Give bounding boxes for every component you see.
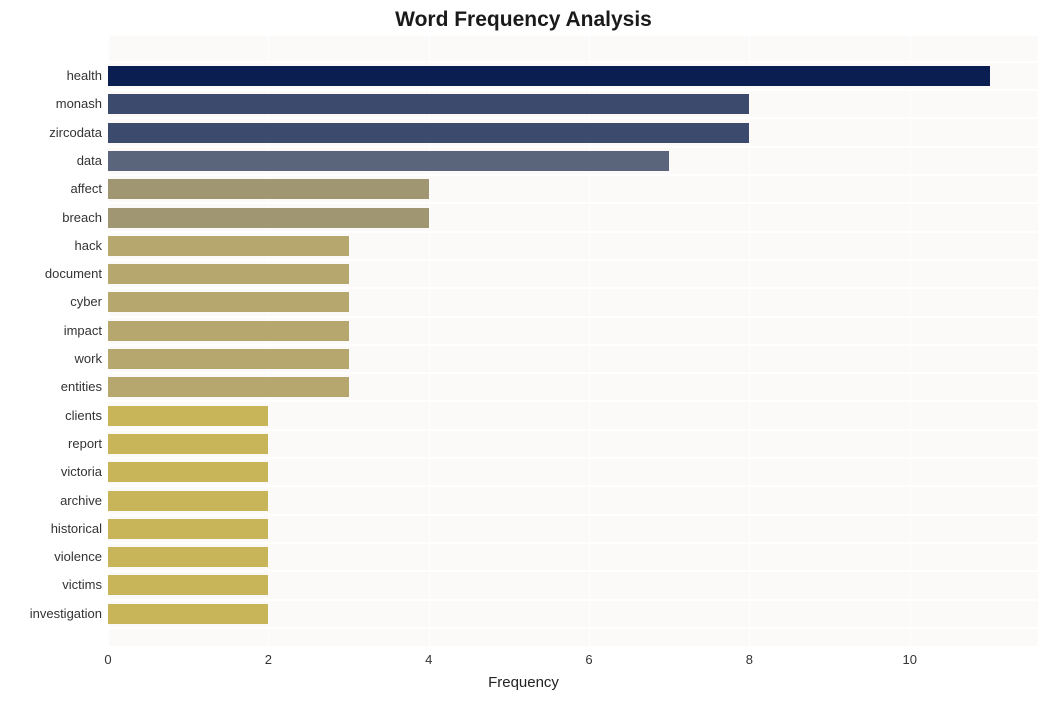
bar xyxy=(108,123,749,143)
x-tick-label: 4 xyxy=(425,646,432,667)
gridband xyxy=(108,599,1038,601)
bar xyxy=(108,66,990,86)
bar xyxy=(108,434,268,454)
plot-area: 0246810healthmonashzircodatadataaffectbr… xyxy=(108,36,1038,646)
y-tick-label: archive xyxy=(60,491,108,511)
y-tick-label: health xyxy=(67,66,108,86)
gridband xyxy=(108,146,1038,148)
y-tick-label: zircodata xyxy=(49,123,108,143)
gridband xyxy=(108,542,1038,544)
y-tick-label: monash xyxy=(56,94,108,114)
y-tick-label: document xyxy=(45,264,108,284)
gridline xyxy=(749,36,750,646)
gridband xyxy=(108,174,1038,176)
word-frequency-chart: Word Frequency Analysis 0246810healthmon… xyxy=(0,0,1047,701)
gridband xyxy=(108,61,1038,63)
gridband xyxy=(108,287,1038,289)
bar xyxy=(108,321,349,341)
x-tick-label: 6 xyxy=(585,646,592,667)
y-tick-label: cyber xyxy=(70,292,108,312)
y-tick-label: data xyxy=(77,151,108,171)
y-tick-label: work xyxy=(75,349,108,369)
bar xyxy=(108,462,268,482)
bar xyxy=(108,547,268,567)
y-tick-label: hack xyxy=(75,236,108,256)
bar xyxy=(108,236,349,256)
x-axis-label: Frequency xyxy=(0,674,1047,691)
bar xyxy=(108,151,669,171)
chart-title: Word Frequency Analysis xyxy=(0,8,1047,32)
gridband xyxy=(108,627,1038,629)
gridband xyxy=(108,514,1038,516)
bar xyxy=(108,377,349,397)
gridband xyxy=(108,485,1038,487)
bar xyxy=(108,94,749,114)
bar xyxy=(108,604,268,624)
gridband xyxy=(108,117,1038,119)
bar xyxy=(108,491,268,511)
y-tick-label: breach xyxy=(62,208,108,228)
bar xyxy=(108,208,429,228)
bar xyxy=(108,179,429,199)
bar xyxy=(108,349,349,369)
y-tick-label: affect xyxy=(70,179,108,199)
y-tick-label: impact xyxy=(64,321,108,341)
bar xyxy=(108,406,268,426)
gridband xyxy=(108,202,1038,204)
gridband xyxy=(108,457,1038,459)
gridband xyxy=(108,372,1038,374)
bar xyxy=(108,519,268,539)
y-tick-label: victoria xyxy=(61,462,108,482)
y-tick-label: clients xyxy=(65,406,108,426)
x-tick-label: 10 xyxy=(902,646,916,667)
x-tick-label: 2 xyxy=(265,646,272,667)
gridband xyxy=(108,400,1038,402)
gridband xyxy=(108,344,1038,346)
bar xyxy=(108,264,349,284)
bar xyxy=(108,575,268,595)
gridband xyxy=(108,429,1038,431)
y-tick-label: investigation xyxy=(30,604,108,624)
gridband xyxy=(108,570,1038,572)
y-tick-label: victims xyxy=(62,575,108,595)
gridband xyxy=(108,89,1038,91)
bar xyxy=(108,292,349,312)
x-tick-label: 8 xyxy=(746,646,753,667)
y-tick-label: entities xyxy=(61,377,108,397)
y-tick-label: report xyxy=(68,434,108,454)
y-tick-label: historical xyxy=(51,519,108,539)
y-tick-label: violence xyxy=(54,547,108,567)
gridband xyxy=(108,316,1038,318)
gridband xyxy=(108,231,1038,233)
x-tick-label: 0 xyxy=(104,646,111,667)
gridband xyxy=(108,259,1038,261)
gridline xyxy=(910,36,911,646)
